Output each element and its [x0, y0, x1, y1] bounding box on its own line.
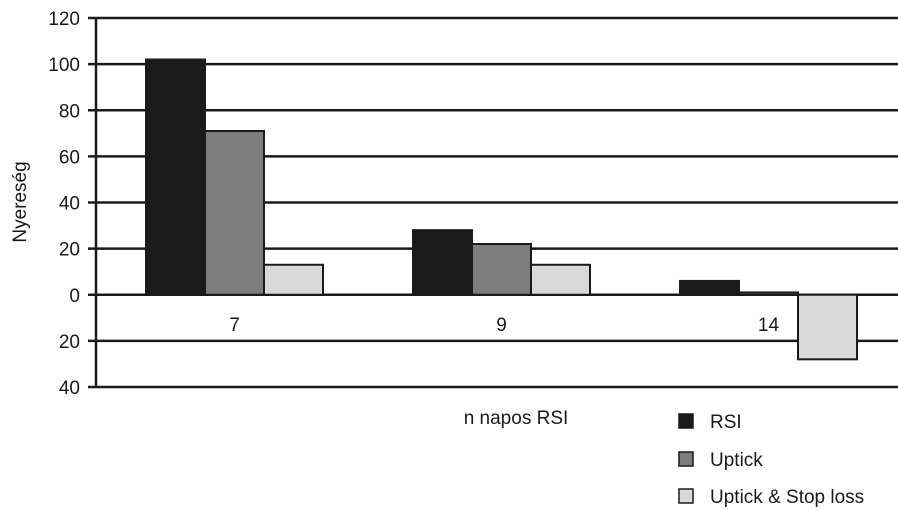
- bar-uptick-14: [738, 291, 799, 296]
- y-tick-label: 40: [59, 194, 80, 215]
- legend-label: Uptick: [710, 450, 763, 471]
- legend-label: RSI: [710, 412, 742, 433]
- bar-uptick-9: [471, 243, 532, 296]
- category-label: 9: [496, 315, 507, 336]
- legend-label: Uptick & Stop loss: [710, 487, 864, 508]
- legend-swatch: [678, 488, 694, 504]
- bar-rsi-7: [145, 58, 206, 296]
- bar-rsi-9: [412, 229, 473, 296]
- legend-swatch: [678, 451, 694, 467]
- y-tick-label: 20: [59, 332, 80, 353]
- bar-rsi-14: [679, 279, 740, 296]
- y-tick-label: 100: [48, 55, 80, 76]
- y-tick-label: 40: [59, 378, 80, 399]
- y-axis-title: Nyereség: [10, 161, 31, 242]
- y-tick-label: 0: [69, 286, 80, 307]
- y-tick-label: 120: [48, 9, 80, 30]
- category-label: 7: [229, 315, 240, 336]
- legend: RSI Uptick Uptick & Stop loss: [678, 412, 864, 508]
- y-tick-label: 80: [59, 101, 80, 122]
- bar-uptick-7: [204, 130, 265, 296]
- x-axis-title: n napos RSI: [464, 408, 569, 429]
- legend-swatch: [678, 413, 694, 429]
- y-tick-labels: 120 100 80 60 40 20 0 20 40: [48, 9, 80, 399]
- y-tick-label: 20: [59, 240, 80, 261]
- bar-uptick-stop-loss-14: [797, 293, 858, 361]
- bar-uptick-stop-loss-7: [263, 263, 324, 296]
- category-labels: 7 9 14: [229, 315, 779, 336]
- bars: [145, 58, 858, 361]
- y-tick-label: 60: [59, 147, 80, 168]
- bar-uptick-stop-loss-9: [530, 263, 591, 296]
- category-label: 14: [758, 315, 780, 336]
